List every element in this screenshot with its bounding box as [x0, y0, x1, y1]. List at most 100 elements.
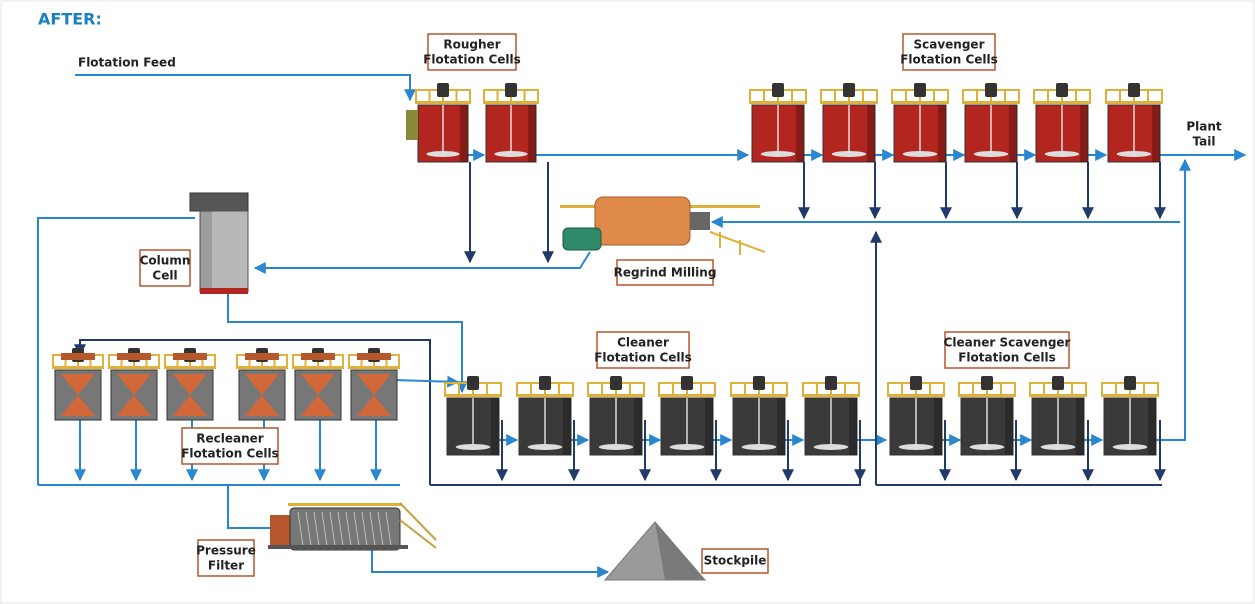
railing — [891, 89, 893, 103]
column-top — [190, 193, 248, 211]
tank-shade — [1005, 398, 1013, 455]
railing — [943, 382, 945, 396]
motor — [981, 376, 993, 390]
railing — [530, 382, 532, 396]
impeller — [970, 444, 1005, 450]
label: Flotation Cells — [958, 351, 1056, 365]
motor — [753, 376, 765, 390]
railing — [458, 382, 460, 396]
tank-shade — [1080, 105, 1088, 162]
railing — [398, 354, 400, 368]
impeller — [528, 444, 563, 450]
railing — [672, 382, 674, 396]
railing — [342, 354, 344, 368]
railing — [601, 382, 603, 396]
tank-shade — [1152, 105, 1160, 162]
motor — [843, 83, 855, 97]
railing — [862, 89, 864, 103]
impeller — [1045, 151, 1080, 157]
railing — [516, 382, 518, 396]
railing — [802, 382, 804, 396]
railing — [236, 354, 238, 368]
railing — [905, 89, 907, 103]
railing — [772, 382, 774, 396]
railing — [164, 354, 166, 368]
railing — [1071, 382, 1073, 396]
impeller — [1113, 444, 1148, 450]
railing — [1014, 382, 1016, 396]
tank-shade — [796, 105, 804, 162]
tank-shade — [777, 398, 785, 455]
label: Flotation Cells — [900, 53, 998, 67]
railing — [558, 382, 560, 396]
tank-shade — [867, 105, 875, 162]
railing — [844, 382, 846, 396]
label: Pressure — [196, 544, 256, 558]
railing — [444, 382, 446, 396]
railing — [1143, 382, 1145, 396]
railing — [820, 89, 822, 103]
railing — [1033, 89, 1035, 103]
railing — [537, 89, 539, 103]
railing — [486, 382, 488, 396]
railing — [1157, 382, 1159, 396]
railing — [629, 382, 631, 396]
impeller — [974, 151, 1009, 157]
motor — [1124, 376, 1136, 390]
label: Flotation Cells — [594, 351, 692, 365]
motor — [772, 83, 784, 97]
railing — [1105, 89, 1107, 103]
railing — [1101, 382, 1103, 396]
hood — [61, 353, 95, 360]
railing — [643, 382, 645, 396]
motor — [910, 376, 922, 390]
motor — [437, 83, 449, 97]
railing — [286, 354, 288, 368]
label: Tail — [1193, 135, 1216, 149]
tank-shade — [849, 398, 857, 455]
railing — [1004, 89, 1006, 103]
hood — [245, 353, 279, 360]
railing — [786, 382, 788, 396]
motor — [1056, 83, 1068, 97]
label: Rougher — [443, 38, 500, 52]
motor — [539, 376, 551, 390]
railing — [876, 89, 878, 103]
railing — [947, 89, 949, 103]
railing — [1147, 89, 1149, 103]
railing — [1047, 89, 1049, 103]
railing — [415, 89, 417, 103]
impeller — [670, 444, 705, 450]
hood — [301, 353, 335, 360]
tank-shade — [460, 105, 468, 162]
tank-shade — [634, 398, 642, 455]
tank-shade — [528, 105, 536, 162]
railing — [816, 382, 818, 396]
impeller — [814, 444, 849, 450]
impeller — [899, 444, 934, 450]
label: Flotation Cells — [423, 53, 521, 67]
railing — [1075, 89, 1077, 103]
label: Filter — [208, 559, 244, 573]
railing — [587, 382, 589, 396]
tank-shade — [491, 398, 499, 455]
motor — [914, 83, 926, 97]
railing — [658, 382, 660, 396]
railing — [834, 89, 836, 103]
railing — [749, 89, 751, 103]
mill-motor — [563, 228, 601, 250]
tank-shade — [705, 398, 713, 455]
railing — [730, 382, 732, 396]
railing — [1161, 89, 1163, 103]
railing — [1043, 382, 1045, 396]
railing — [791, 89, 793, 103]
railing — [962, 89, 964, 103]
column-shade — [200, 211, 212, 292]
impeller — [426, 151, 459, 157]
railing — [524, 89, 526, 103]
railing — [700, 382, 702, 396]
hood — [357, 353, 391, 360]
railing — [483, 89, 485, 103]
tank-shade — [938, 105, 946, 162]
impeller — [742, 444, 777, 450]
